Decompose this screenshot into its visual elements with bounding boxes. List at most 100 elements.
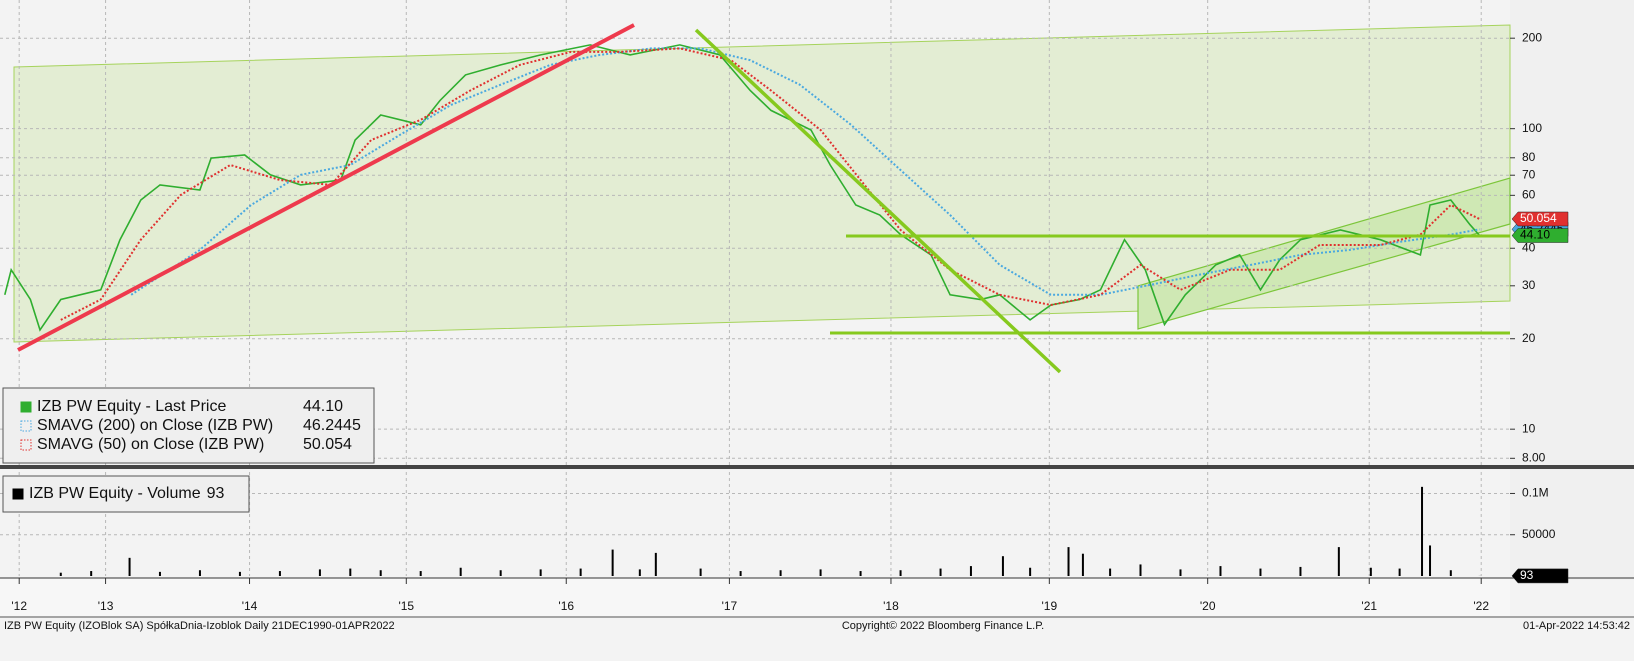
panel-divider xyxy=(0,465,1634,469)
volume-bar xyxy=(969,566,972,576)
volume-bar xyxy=(1369,567,1372,576)
footer-center: Copyright© 2022 Bloomberg Finance L.P. xyxy=(842,620,1044,632)
x-tick-label: '17 xyxy=(722,599,738,613)
y-tick-label: 70 xyxy=(1522,167,1536,181)
y-tick-label: 100 xyxy=(1522,121,1542,135)
plot-area xyxy=(0,0,1510,576)
axis-strip xyxy=(1510,0,1634,580)
volume-bar xyxy=(238,571,241,576)
volume-bar xyxy=(349,568,352,576)
x-tick-label: '20 xyxy=(1200,599,1216,613)
y-tick-label: 0.1M xyxy=(1522,486,1549,500)
volume-bar xyxy=(318,569,321,576)
annotations xyxy=(13,24,1511,343)
volume-bar xyxy=(459,567,462,576)
volume-bar xyxy=(611,549,614,576)
y-tick-label: 40 xyxy=(1522,240,1536,254)
last-value-label: 44.10 xyxy=(1520,228,1550,242)
volume-bar xyxy=(1398,568,1401,576)
price-channel xyxy=(13,24,1511,343)
legend-marker xyxy=(20,439,32,451)
footer-left: IZB PW Equity (IZOBlok SA) SpółkaDnia-Iz… xyxy=(4,620,395,632)
volume-bar xyxy=(739,571,742,576)
legend-value: 44.10 xyxy=(303,398,343,415)
x-tick-label: '16 xyxy=(558,599,574,613)
x-tick-label: '21 xyxy=(1361,599,1377,613)
legend-marker xyxy=(20,420,32,432)
volume-bar xyxy=(899,570,902,576)
volume-bar xyxy=(1139,564,1142,576)
volume-bar xyxy=(1081,553,1084,576)
x-axis-strip xyxy=(0,578,1510,616)
legend-box xyxy=(2,387,375,464)
trend-lines xyxy=(17,23,1510,374)
last-value-tag xyxy=(1511,228,1569,243)
x-tick-label: '18 xyxy=(883,599,899,613)
legend-value: 50.054 xyxy=(303,436,352,453)
volume-bar xyxy=(1067,547,1070,576)
volume-bar xyxy=(1219,566,1222,576)
footer-right: 01-Apr-2022 14:53:42 xyxy=(1523,620,1630,632)
volume-bar xyxy=(419,571,422,576)
price-line xyxy=(4,44,1481,332)
volume-bar xyxy=(939,568,942,576)
y-tick-label: 8.00 xyxy=(1522,450,1546,464)
volume-bar xyxy=(1029,567,1032,576)
volume-bar xyxy=(59,572,62,576)
volume-bar xyxy=(1259,568,1262,576)
trend-line xyxy=(17,23,635,352)
legend-box xyxy=(2,475,250,513)
y-tick-label: 20 xyxy=(1522,331,1536,345)
volume-bar xyxy=(379,570,382,576)
volume-bar xyxy=(1299,566,1302,576)
volume-bar xyxy=(654,552,657,576)
volume-bar xyxy=(1109,568,1112,576)
legend-marker xyxy=(12,488,24,500)
legend-label: SMAVG (200) on Close (IZB PW) xyxy=(37,417,273,434)
volume-bar xyxy=(1429,545,1432,576)
legend-value: 93 xyxy=(207,485,225,502)
volume-bar xyxy=(499,570,502,576)
legend-label: IZB PW Equity - Last Price xyxy=(37,398,226,415)
volume-bar xyxy=(779,570,782,576)
x-tick-label: '12 xyxy=(11,599,27,613)
volume-bar xyxy=(638,569,641,576)
y-tick-label: 30 xyxy=(1522,278,1536,292)
last-value-tag xyxy=(1511,568,1569,584)
volume-bar xyxy=(1421,486,1424,576)
y-tick-label: 80 xyxy=(1522,150,1536,164)
volume-bar xyxy=(278,571,281,576)
x-tick-label: '22 xyxy=(1473,599,1489,613)
volume-bar xyxy=(90,571,93,576)
x-tick-label: '15 xyxy=(398,599,414,613)
y-tick-label: 60 xyxy=(1522,188,1536,202)
y-tick-label: 200 xyxy=(1522,30,1542,44)
x-tick-label: '14 xyxy=(242,599,258,613)
volume-bar xyxy=(579,568,582,576)
legend-marker xyxy=(20,401,32,413)
volume-bar xyxy=(198,570,201,576)
trend-line xyxy=(694,28,1062,374)
volume-bar xyxy=(1449,570,1452,576)
volume-bar xyxy=(819,569,822,576)
short-channel xyxy=(1137,177,1511,330)
last-value-label: 50.054 xyxy=(1520,211,1557,225)
volume-bar xyxy=(859,571,862,576)
moving-average-line xyxy=(60,47,1481,321)
y-tick-label: 50000 xyxy=(1522,527,1556,541)
last-value-label: 93 xyxy=(1520,568,1534,582)
x-tick-label: '13 xyxy=(98,599,114,613)
last-value-tag xyxy=(1511,211,1569,227)
x-tick-label: '19 xyxy=(1042,599,1058,613)
volume-bar xyxy=(1337,547,1340,576)
volume-bar xyxy=(539,569,542,576)
moving-average-line xyxy=(130,47,1480,296)
legend-label: IZB PW Equity - Volume xyxy=(29,485,201,502)
y-tick-label: 10 xyxy=(1522,421,1536,435)
volume-bar xyxy=(699,568,702,576)
volume-bar xyxy=(128,557,131,576)
legend-value: 46.2445 xyxy=(303,417,361,434)
volume-bar xyxy=(1001,556,1004,576)
